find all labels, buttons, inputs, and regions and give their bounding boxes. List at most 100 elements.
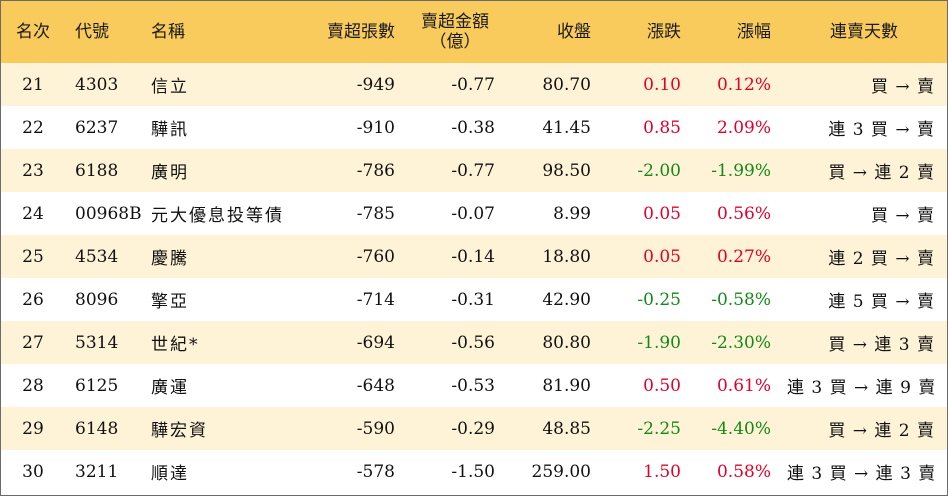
table-row: 21 4303 信立 -949 -0.77 80.70 0.10 0.12% 買 → 賣 — [1, 63, 947, 106]
code-cell: 6237 — [75, 117, 119, 138]
rank-cell: 23 — [22, 160, 44, 181]
net-sell-lots-cell: -648 — [356, 375, 395, 396]
change-pct-cell: 0.12% — [716, 74, 771, 95]
change-pct-cell: -2.30% — [711, 332, 771, 353]
code-cell: 4303 — [75, 74, 119, 95]
rank-cell: 22 — [22, 117, 44, 138]
code-cell: 00968B — [75, 203, 142, 224]
net-sell-lots-cell: -785 — [356, 203, 395, 224]
streak-cell: 連 3 買 → 連 3 賣 — [787, 464, 937, 484]
close-price-cell: 259.00 — [531, 461, 591, 482]
table-row: 26 8096 擎亞 -714 -0.31 42.90 -0.25 -0.58% 連 5 買 →… — [1, 278, 947, 321]
header-row: 名次 代號 名稱 賣超張數 賣超金額 （億） 收盤 漲跌 漲幅 連賣天數 — [1, 1, 947, 63]
net-sell-lots-cell: -786 — [356, 160, 395, 181]
net-sell-amount-cell: -0.53 — [451, 375, 495, 396]
name-cell: 信立 — [151, 77, 189, 97]
change-cell: -2.25 — [637, 418, 681, 439]
streak-cell: 連 3 買 → 賣 — [828, 120, 935, 140]
streak-cell: 買 → 賣 — [870, 206, 935, 226]
change-pct-cell: 2.09% — [716, 117, 771, 138]
table-header: 名次 代號 名稱 賣超張數 賣超金額 （億） 收盤 漲跌 漲幅 連賣天數 — [1, 1, 947, 63]
close-price-cell: 81.90 — [542, 375, 591, 396]
change-cell: 0.50 — [643, 375, 681, 396]
name-cell: 擎亞 — [151, 292, 189, 312]
net-sell-lots-cell: -694 — [356, 332, 395, 353]
net-sell-lots-cell: -578 — [356, 461, 395, 482]
change-pct-cell: -1.99% — [711, 160, 771, 181]
close-price-cell: 42.90 — [542, 289, 591, 310]
net-sell-amount-cell: -0.29 — [451, 418, 495, 439]
header-streak: 連賣天數 — [830, 22, 898, 42]
net-sell-amount-cell: -0.77 — [451, 74, 495, 95]
net-sell-lots-cell: -760 — [356, 246, 395, 267]
change-pct-cell: 0.27% — [716, 246, 771, 267]
change-pct-cell: 0.56% — [716, 203, 771, 224]
streak-cell: 連 5 買 → 賣 — [828, 292, 935, 312]
header-net-sell-amount-line1: 賣超金額 — [421, 12, 489, 32]
header-net-sell-amount-line2: （億） — [429, 32, 481, 52]
change-cell: 0.10 — [643, 74, 681, 95]
streak-cell: 買 → 連 3 賣 — [828, 335, 935, 355]
code-cell: 6125 — [75, 375, 119, 396]
streak-cell: 買 → 連 2 賣 — [828, 421, 935, 441]
header-close: 收盤 — [557, 22, 591, 42]
streak-cell: 連 3 買 → 連 9 賣 — [787, 378, 937, 398]
close-price-cell: 18.80 — [542, 246, 591, 267]
table-row: 22 6237 驊訊 -910 -0.38 41.45 0.85 2.09% 連 3 買 → 賣 — [1, 106, 947, 149]
rank-cell: 24 — [22, 203, 44, 224]
close-price-cell: 80.70 — [542, 74, 591, 95]
change-cell: 0.05 — [643, 246, 681, 267]
name-cell: 慶騰 — [151, 249, 189, 269]
header-net-sell-lots: 賣超張數 — [327, 22, 395, 42]
net-sell-amount-cell: -0.07 — [451, 203, 495, 224]
net-sell-amount-cell: -0.31 — [451, 289, 495, 310]
header-net-sell-amount: 賣超金額 （億） — [405, 1, 505, 63]
code-cell: 5314 — [75, 332, 119, 353]
header-change-pct: 漲幅 — [737, 22, 771, 42]
table-row: 28 6125 廣運 -648 -0.53 81.90 0.50 0.61% 連 3 買 → 連… — [1, 364, 947, 407]
streak-cell: 連 2 買 → 賣 — [828, 249, 935, 269]
net-sell-lots-cell: -910 — [356, 117, 395, 138]
name-cell: 廣運 — [151, 378, 189, 398]
header-code: 代號 — [75, 22, 109, 42]
table-row: 24 00968B 元大優息投等債 -785 -0.07 8.99 0.05 0.56% 買 →… — [1, 192, 947, 235]
header-change: 漲跌 — [647, 22, 681, 42]
net-sell-amount-cell: -0.77 — [451, 160, 495, 181]
streak-cell: 買 → 賣 — [870, 77, 935, 97]
close-price-cell: 80.80 — [542, 332, 591, 353]
table-row: 25 4534 慶騰 -760 -0.14 18.80 0.05 0.27% 連 2 買 → 賣 — [1, 235, 947, 278]
close-price-cell: 8.99 — [553, 203, 591, 224]
net-sell-amount-cell: -1.50 — [451, 461, 495, 482]
code-cell: 6188 — [75, 160, 119, 181]
rank-cell: 29 — [22, 418, 44, 439]
close-price-cell: 41.45 — [542, 117, 591, 138]
change-pct-cell: 0.61% — [716, 375, 771, 396]
net-sell-amount-cell: -0.38 — [451, 117, 495, 138]
change-cell: 1.50 — [643, 461, 681, 482]
net-sell-lots-cell: -949 — [356, 74, 395, 95]
table-row: 27 5314 世紀* -694 -0.56 80.80 -1.90 -2.30% 買 → 連 … — [1, 321, 947, 364]
name-cell: 世紀* — [151, 335, 200, 355]
close-price-cell: 98.50 — [542, 160, 591, 181]
rank-cell: 28 — [22, 375, 44, 396]
change-cell: 0.05 — [643, 203, 681, 224]
name-cell: 廣明 — [151, 163, 189, 183]
change-cell: -1.90 — [637, 332, 681, 353]
rank-cell: 25 — [22, 246, 44, 267]
net-sell-lots-cell: -590 — [356, 418, 395, 439]
change-cell: -0.25 — [637, 289, 681, 310]
change-pct-cell: -0.58% — [711, 289, 771, 310]
name-cell: 驊宏資 — [151, 421, 208, 441]
change-pct-cell: 0.58% — [716, 461, 771, 482]
net-sell-amount-cell: -0.14 — [451, 246, 495, 267]
code-cell: 3211 — [75, 461, 119, 482]
change-pct-cell: -4.40% — [711, 418, 771, 439]
name-cell: 元大優息投等債 — [151, 206, 284, 226]
rank-cell: 21 — [22, 74, 44, 95]
rank-cell: 26 — [22, 289, 44, 310]
net-sell-lots-cell: -714 — [356, 289, 395, 310]
table-row: 30 3211 順達 -578 -1.50 259.00 1.50 0.58% 連 3 買 → … — [1, 450, 947, 493]
header-name: 名稱 — [151, 22, 185, 42]
